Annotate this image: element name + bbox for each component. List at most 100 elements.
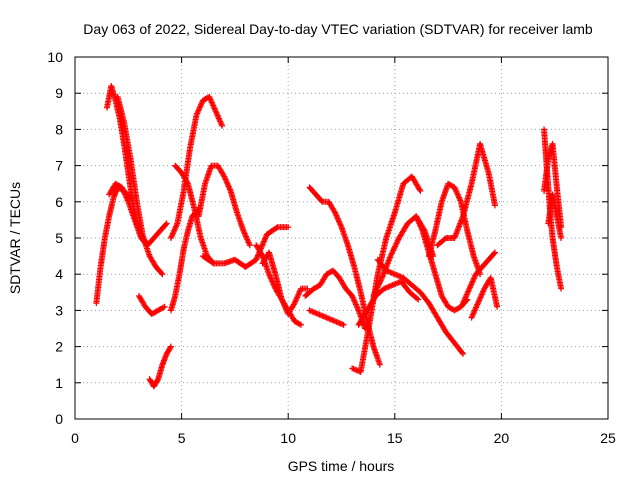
data-series xyxy=(306,184,383,368)
y-tick-label: 4 xyxy=(55,266,63,282)
x-tick-label: 5 xyxy=(178,430,186,446)
y-tick-label: 5 xyxy=(55,230,63,246)
x-tick-label: 0 xyxy=(71,430,79,446)
data-point xyxy=(558,235,565,241)
data-point xyxy=(273,224,280,231)
data-point xyxy=(304,285,311,292)
y-tick-label: 1 xyxy=(55,375,63,391)
data-point xyxy=(392,243,399,250)
data-point xyxy=(377,277,384,284)
data-point xyxy=(492,202,499,209)
data-point xyxy=(416,186,423,193)
data-series xyxy=(195,162,253,249)
data-point xyxy=(161,303,168,310)
data-point xyxy=(558,285,565,292)
x-tick-label: 20 xyxy=(494,430,510,446)
data-series xyxy=(545,191,565,241)
data-point xyxy=(371,291,378,298)
data-point xyxy=(378,276,385,283)
y-tick-label: 8 xyxy=(55,121,63,137)
data-series xyxy=(167,206,202,314)
data-point xyxy=(494,303,501,310)
data-point xyxy=(159,271,166,278)
data-point xyxy=(441,236,448,243)
data-point xyxy=(460,350,467,357)
y-axis-label: SDTVAR / TECUs xyxy=(7,182,23,294)
data-series xyxy=(434,140,499,249)
data-series xyxy=(93,184,134,307)
data-point xyxy=(160,304,167,311)
y-tick-label: 7 xyxy=(55,158,63,174)
data-point xyxy=(388,250,395,257)
data-point xyxy=(373,285,380,292)
data-point xyxy=(377,278,384,285)
data-point xyxy=(296,321,303,328)
data-point xyxy=(371,290,378,297)
y-tick-label: 9 xyxy=(55,85,63,101)
data-point xyxy=(389,248,396,255)
data-point xyxy=(158,270,165,277)
data-point xyxy=(154,377,161,384)
data-point xyxy=(394,237,401,244)
data-point xyxy=(167,343,174,350)
x-tick-label: 15 xyxy=(387,430,403,446)
data-point xyxy=(209,259,216,266)
data-point xyxy=(126,194,133,201)
data-point xyxy=(491,250,498,257)
data-point xyxy=(392,241,399,248)
data-point xyxy=(285,224,292,231)
data-point xyxy=(372,288,379,295)
data-point xyxy=(375,283,382,290)
data-point xyxy=(163,220,170,227)
y-tick-label: 10 xyxy=(47,49,63,65)
y-tick-label: 3 xyxy=(55,302,63,318)
data-points xyxy=(93,82,565,390)
data-series xyxy=(259,249,311,318)
data-point xyxy=(390,247,397,254)
data-point xyxy=(376,361,383,368)
y-tick-label: 0 xyxy=(55,411,63,427)
data-series xyxy=(199,224,292,270)
data-point xyxy=(390,246,397,253)
data-series xyxy=(114,93,166,278)
data-point xyxy=(376,280,383,287)
data-point xyxy=(340,321,347,328)
data-point xyxy=(297,321,304,328)
data-point xyxy=(394,239,401,246)
data-point xyxy=(246,242,253,249)
data-point xyxy=(414,295,421,302)
data-point xyxy=(184,179,191,186)
data-point xyxy=(219,122,226,129)
data-series xyxy=(468,274,501,321)
data-point xyxy=(393,240,400,247)
x-tick-label: 25 xyxy=(600,430,616,446)
data-point xyxy=(492,249,499,256)
data-point xyxy=(370,292,377,299)
x-axis-label: GPS time / hours xyxy=(288,458,395,474)
data-series xyxy=(425,180,484,278)
data-series xyxy=(135,292,168,318)
data-point xyxy=(162,221,169,228)
data-point xyxy=(417,187,424,194)
axis-ticks: 0 5 10 15 20 25 0 1 2 3 4 5 6 7 8 9 10 xyxy=(47,49,616,446)
y-tick-label: 2 xyxy=(55,339,63,355)
data-point xyxy=(388,251,395,258)
data-point xyxy=(387,253,394,260)
data-series xyxy=(146,343,174,390)
data-series xyxy=(460,249,499,307)
x-tick-label: 10 xyxy=(280,430,296,446)
data-point xyxy=(258,251,265,258)
data-series xyxy=(302,267,368,332)
data-point xyxy=(127,195,134,202)
data-series xyxy=(306,307,347,328)
data-point xyxy=(167,344,174,351)
data-point xyxy=(373,287,380,294)
data-series xyxy=(349,173,424,375)
y-tick-label: 6 xyxy=(55,194,63,210)
data-series xyxy=(374,256,467,357)
data-point xyxy=(375,281,382,288)
data-point xyxy=(459,349,466,356)
data-point xyxy=(415,296,422,303)
